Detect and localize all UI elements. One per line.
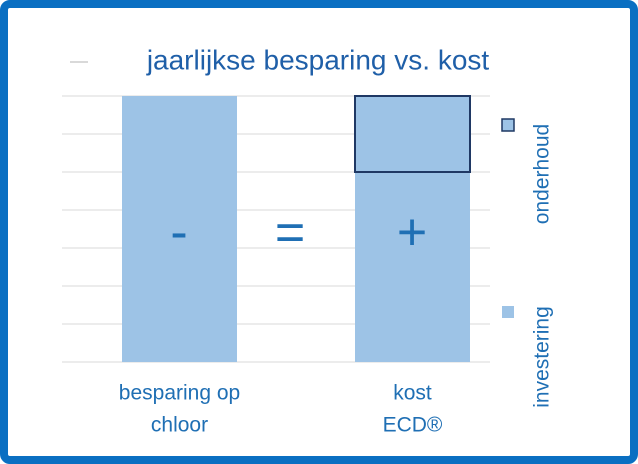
x-tick-label: chloor [151, 414, 208, 437]
legend-label: onderhoud [531, 124, 554, 224]
chart-title: jaarlijkse besparing vs. kost [146, 44, 490, 75]
annotation: = [275, 204, 305, 262]
bar-segment [354, 95, 471, 173]
bar-segment [355, 172, 470, 362]
bar-segment [122, 96, 237, 362]
x-tick-label: ECD® [383, 414, 443, 437]
legend-label: investering [531, 306, 554, 408]
legend-swatch [502, 306, 514, 318]
x-tick-label: kost [393, 382, 432, 405]
annotation: - [170, 204, 187, 262]
x-tick-label: besparing op [119, 382, 240, 405]
legend-swatch [501, 118, 515, 132]
annotation: + [397, 204, 427, 262]
